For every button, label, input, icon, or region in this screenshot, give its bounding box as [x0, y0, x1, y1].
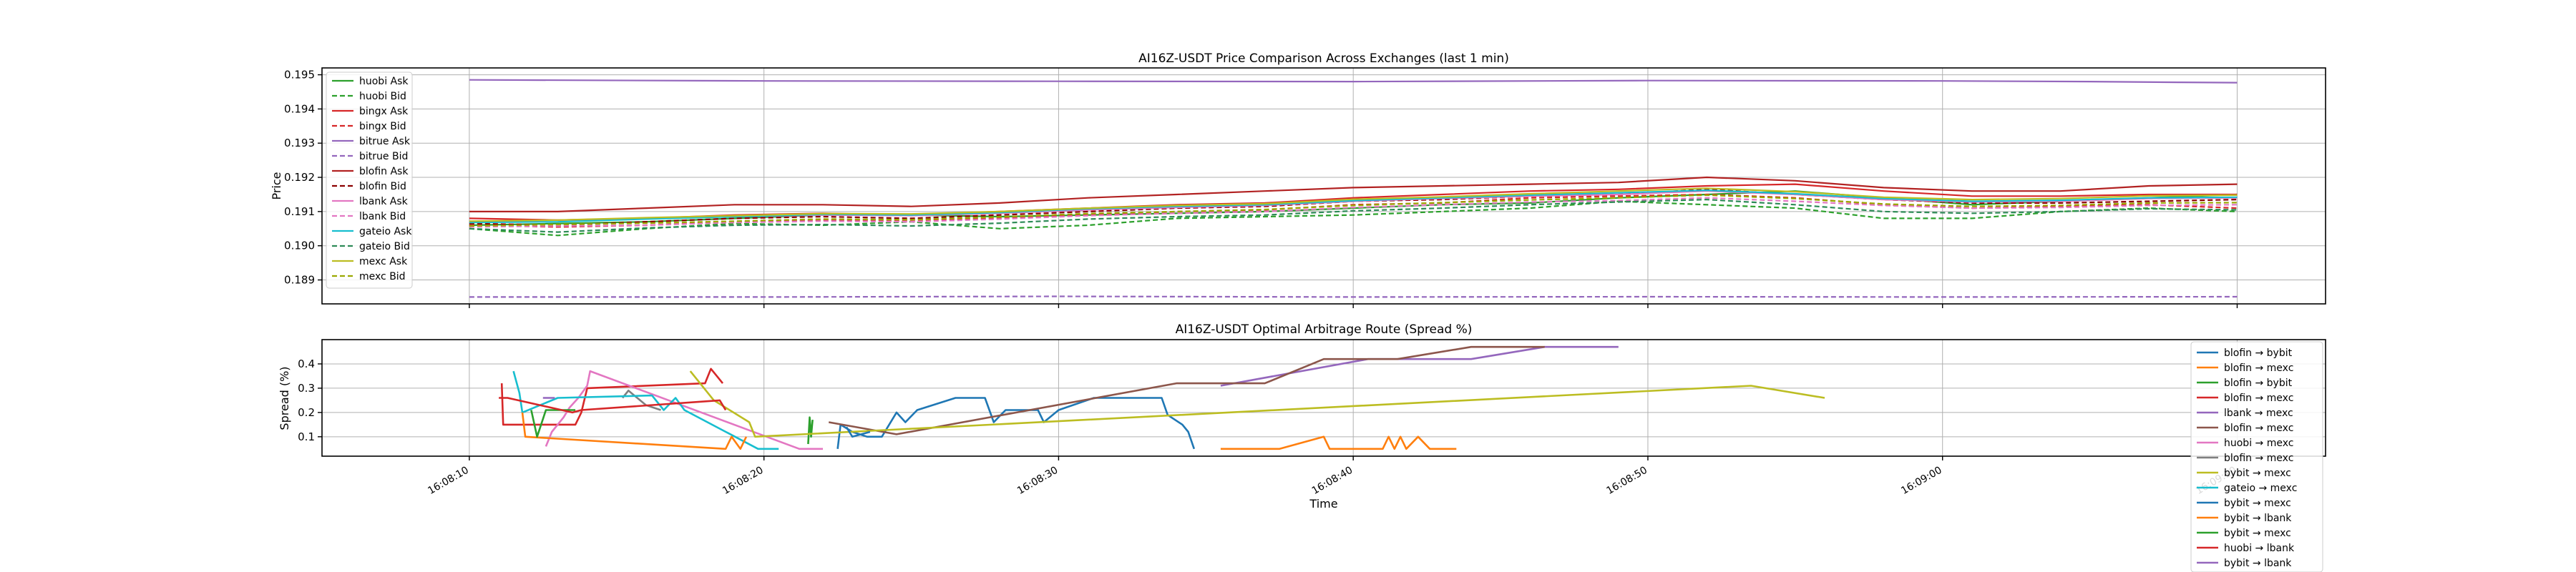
price-legend-label: mexc Ask — [359, 256, 408, 267]
spread-x-ticks: 16:08:10 16:08:20 16:08:30 16:08:40 16:08:50… — [426, 456, 2238, 497]
spread-chart-title: AI16Z-USDT Optimal Arbitrage Route (Spre… — [1176, 322, 1473, 337]
price-legend-label: blofin Bid — [359, 181, 406, 192]
price-legend-label: bitrue Bid — [359, 151, 408, 162]
price-legend-label: huobi Ask — [359, 76, 409, 87]
spread-y-tick-label: 0.1 — [298, 430, 315, 443]
spread-plot-frame — [321, 339, 2326, 457]
spread-y-tick-label: 0.4 — [298, 358, 315, 370]
price-legend-label: lbank Ask — [359, 196, 409, 207]
price-y-tick-label: 0.195 — [284, 69, 315, 82]
price-series-line — [469, 194, 2238, 227]
spread-x-tick-label: 16:09:00 — [1899, 465, 1943, 497]
spread-legend-label: blofin → bybit — [2224, 347, 2293, 359]
price-series-line — [469, 198, 2238, 233]
spread-series-line — [836, 397, 1196, 450]
spread-series-line — [499, 397, 727, 414]
spread-legend-label: lbank → mexc — [2224, 408, 2293, 419]
spread-series-line — [1220, 435, 1457, 450]
price-y-tick-label: 0.190 — [284, 240, 315, 252]
spread-y-tick-label: 0.2 — [298, 406, 315, 419]
price-series-line — [469, 79, 2238, 84]
spread-legend-label: blofin → mexc — [2224, 423, 2293, 434]
price-legend-label: bingx Bid — [359, 121, 406, 132]
price-grid — [322, 68, 2326, 304]
price-chart: AI16Z-USDT Price Comparison Across Excha… — [270, 51, 2326, 308]
spread-series-line — [500, 368, 724, 426]
spread-series-line — [521, 412, 748, 450]
price-series-line — [469, 189, 2238, 224]
price-y-tick-label: 0.191 — [284, 205, 315, 218]
price-series — [469, 79, 2238, 298]
spread-legend-label: blofin → mexc — [2224, 393, 2293, 404]
price-chart-title: AI16Z-USDT Price Comparison Across Excha… — [1138, 51, 1509, 66]
spread-y-axis-label: Spread (%) — [278, 366, 291, 430]
spread-series — [499, 345, 1825, 450]
spread-series-line — [512, 370, 779, 450]
price-legend-label: bingx Ask — [359, 106, 409, 117]
spread-legend-label: blofin → mexc — [2224, 363, 2293, 374]
spread-chart: AI16Z-USDT Optimal Arbitrage Route (Spre… — [278, 322, 2326, 572]
price-y-tick-label: 0.192 — [284, 171, 315, 184]
price-legend-label: gateio Ask — [359, 226, 412, 237]
spread-series-line — [828, 345, 1545, 435]
price-series-line — [469, 176, 2238, 212]
price-x-ticks — [469, 304, 2238, 308]
spread-legend-label: bybit → lbank — [2224, 558, 2292, 569]
spread-legend-label: bybit → mexc — [2224, 498, 2291, 509]
spread-legend: blofin → bybit blofin → mexc blofin → bybi… — [2190, 341, 2323, 572]
price-y-tick-label: 0.193 — [284, 137, 315, 149]
price-legend-label: bitrue Ask — [359, 136, 411, 147]
price-legend-label: lbank Bid — [359, 211, 406, 222]
spread-x-tick-label: 16:08:50 — [1604, 465, 1649, 497]
spread-x-tick-label: 16:08:30 — [1015, 465, 1060, 497]
spread-series-line — [689, 370, 1825, 438]
spread-x-axis-label: Time — [1309, 497, 1337, 511]
price-plot-frame — [321, 67, 2326, 305]
price-y-tick-label: 0.194 — [284, 102, 315, 115]
price-legend-label: huobi Bid — [359, 91, 406, 102]
price-series-line — [469, 197, 2238, 228]
spread-legend-box — [2190, 341, 2323, 572]
spread-legend-label: gateio → mexc — [2224, 483, 2297, 494]
price-y-tick-label: 0.189 — [284, 274, 315, 287]
spread-legend-label: blofin → mexc — [2224, 453, 2293, 464]
spread-x-tick-label: 16:08:20 — [721, 465, 765, 497]
spread-legend-label: bybit → mexc — [2224, 468, 2291, 479]
spread-legend-label: blofin → bybit — [2224, 378, 2293, 389]
spread-y-ticks: 0.1 0.2 0.3 0.4 — [298, 358, 322, 443]
price-legend-label: blofin Ask — [359, 166, 409, 177]
spread-x-tick-label: 16:08:10 — [426, 465, 470, 497]
price-y-axis-label: Price — [270, 172, 283, 199]
spread-series-line — [1220, 345, 1619, 387]
spread-legend-label: bybit → lbank — [2224, 513, 2292, 524]
spread-series-line — [807, 416, 814, 445]
spread-y-tick-label: 0.3 — [298, 382, 315, 395]
spread-series-line — [621, 390, 661, 411]
spread-series-line — [530, 409, 576, 438]
spread-legend-label: huobi → lbank — [2224, 543, 2295, 554]
price-legend-label: mexc Bid — [359, 271, 406, 282]
spread-legend-label: huobi → mexc — [2224, 438, 2293, 449]
price-y-ticks: 0.189 0.190 0.191 0.192 0.193 0.194 0.195 — [284, 69, 322, 287]
price-legend: huobi Ask huobi Bid bingx Ask bingx Bid bitr… — [326, 72, 413, 289]
spread-series-line — [845, 426, 871, 438]
spread-legend-label: bybit → mexc — [2224, 528, 2291, 539]
spread-x-tick-label: 16:08:40 — [1310, 465, 1355, 497]
price-series-line — [469, 187, 2238, 222]
price-series-line — [469, 200, 2238, 237]
price-legend-label: gateio Bid — [359, 241, 410, 252]
